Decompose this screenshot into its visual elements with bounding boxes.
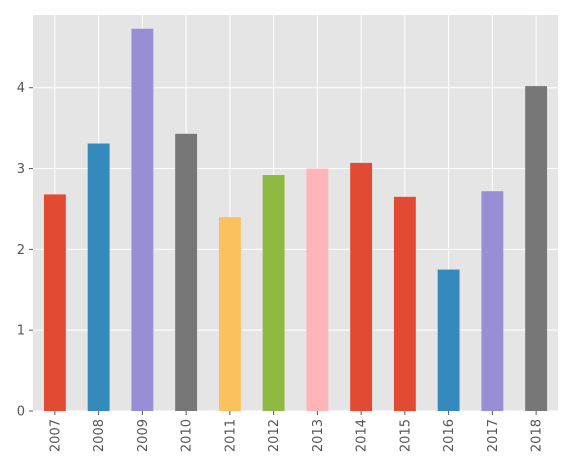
x-tick-label: 2010 [180,419,195,452]
bar-2011 [218,217,241,411]
x-tick-label: 2012 [267,419,282,452]
bar-2017 [481,191,504,411]
bar-2009 [131,28,154,412]
bar-2008 [87,143,110,411]
x-tick-label: 2008 [92,419,107,452]
y-tick-label: 0 [17,405,25,420]
plot-area [33,15,558,411]
x-tick-label: 2011 [223,419,238,452]
bar-2013 [306,168,329,411]
bar-2015 [393,196,416,411]
x-tick-label: 2007 [48,419,63,452]
x-tick-label: 2009 [136,419,151,452]
x-tick-label: 2018 [530,419,545,452]
bar-2007 [43,194,66,411]
y-tick-label: 1 [17,324,25,339]
bar-2010 [175,133,198,412]
y-tick-label: 3 [17,162,25,177]
x-tick-label: 2013 [311,419,326,452]
bar-2012 [262,175,285,411]
x-tick-label: 2014 [355,419,370,452]
y-tick-label: 4 [17,81,25,96]
bar-2014 [350,162,373,411]
bar-2018 [525,86,548,411]
y-tick-label: 2 [17,243,25,258]
x-tick-label: 2015 [398,419,413,452]
x-tick-label: 2017 [486,419,501,452]
x-tick-label: 2016 [442,419,457,452]
bar-2016 [437,269,460,411]
